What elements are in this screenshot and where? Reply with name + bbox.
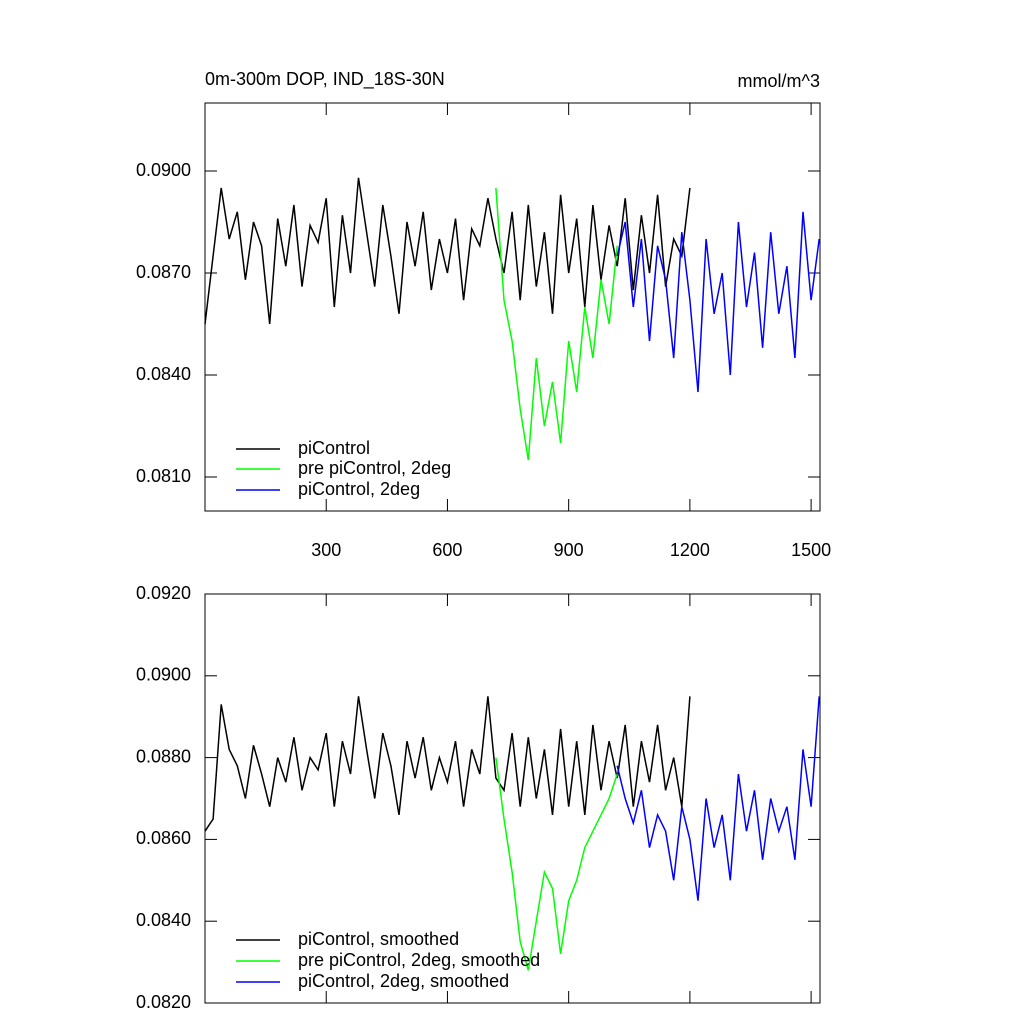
y-tick-label: 0.0880 xyxy=(136,746,191,766)
series-line xyxy=(616,211,820,393)
series-line xyxy=(495,757,618,971)
y-tick-label: 0.0920 xyxy=(136,583,191,603)
series-line xyxy=(204,177,691,325)
y-tick-label: 0.0820 xyxy=(136,992,191,1012)
x-tick-label: 600 xyxy=(432,540,462,560)
legend-label: piControl, 2deg, smoothed xyxy=(298,971,509,991)
plot-frame xyxy=(204,593,821,1004)
x-tick-label: 300 xyxy=(311,540,341,560)
units-label: mmol/m^3 xyxy=(738,71,820,91)
legend-label: pre piControl, 2deg, smoothed xyxy=(298,950,540,970)
x-tick-label: 1200 xyxy=(670,540,710,560)
x-tick-label: 1500 xyxy=(791,540,831,560)
y-tick-label: 0.0900 xyxy=(136,665,191,685)
series-line xyxy=(204,696,691,832)
y-tick-label: 0.0860 xyxy=(136,828,191,848)
legend-label: pre piControl, 2deg xyxy=(298,458,451,478)
y-tick-label: 0.0840 xyxy=(136,910,191,930)
legend-label: piControl, smoothed xyxy=(298,929,459,949)
y-tick-label: 0.0900 xyxy=(136,160,191,180)
y-tick-label: 0.0810 xyxy=(136,466,191,486)
series-line xyxy=(495,187,618,461)
legend-label: piControl xyxy=(298,438,370,458)
chart-title: 0m-300m DOP, IND_18S-30N xyxy=(205,69,445,90)
series-line xyxy=(616,696,820,901)
x-tick-label: 900 xyxy=(554,540,584,560)
y-tick-label: 0.0870 xyxy=(136,262,191,282)
plot-frame xyxy=(204,102,821,512)
y-tick-label: 0.0840 xyxy=(136,364,191,384)
legend-label: piControl, 2deg xyxy=(298,479,420,499)
